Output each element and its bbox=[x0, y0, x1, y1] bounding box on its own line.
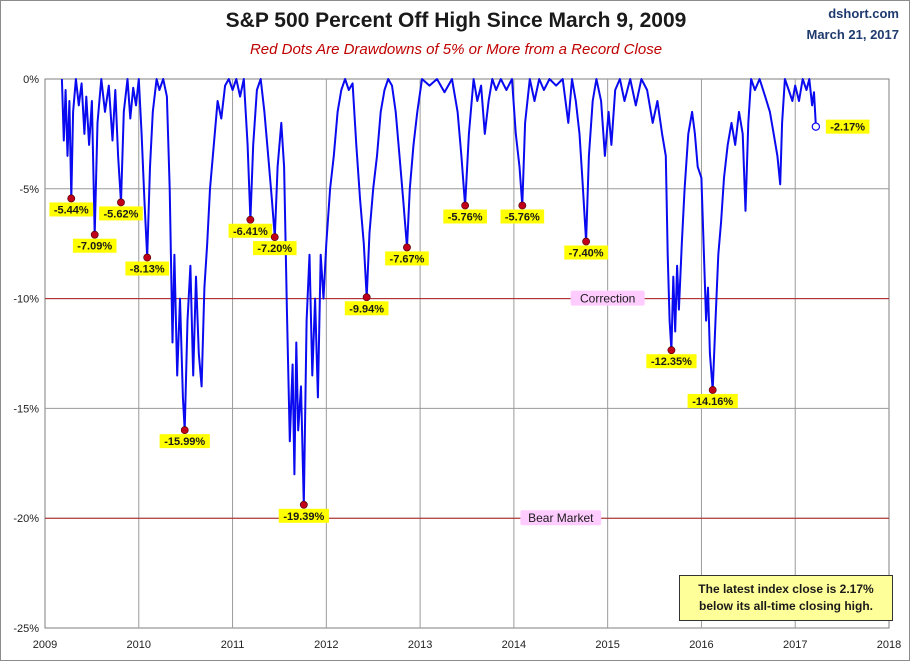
drawdown-label-bg bbox=[443, 209, 487, 224]
drawdown-label-bg bbox=[125, 261, 170, 276]
drawdown-dot bbox=[270, 233, 279, 242]
drawdown-label: -5.44% bbox=[54, 204, 89, 216]
drawdown-label: -15.99% bbox=[164, 436, 205, 448]
x-tick-label: 2013 bbox=[408, 639, 432, 651]
drawdown-label-bg bbox=[159, 434, 210, 449]
info-box-line-2: below its all-time closing high. bbox=[698, 599, 874, 613]
y-tick-label: -5% bbox=[19, 184, 39, 196]
drawdown-label: -5.76% bbox=[448, 211, 483, 223]
date-label: March 21, 2017 bbox=[806, 27, 899, 42]
drawdown-dot bbox=[582, 237, 590, 246]
drawdown-label-bg bbox=[252, 241, 297, 256]
drawdown-label: -5.62% bbox=[104, 208, 139, 220]
latest-close-label: -2.17% bbox=[830, 122, 865, 134]
y-tick-label: -25% bbox=[13, 623, 39, 635]
drawdown-label-bg bbox=[278, 508, 329, 523]
zone-label-bg bbox=[570, 290, 645, 306]
drawdown-label: -6.41% bbox=[233, 226, 268, 238]
drawdown-dot bbox=[403, 243, 411, 252]
drawdown-label-bg bbox=[500, 209, 545, 224]
zone-label-bg bbox=[520, 510, 602, 526]
drawdown-label: -5.76% bbox=[505, 211, 540, 223]
x-tick-label: 2017 bbox=[783, 639, 807, 651]
x-tick-label: 2009 bbox=[33, 639, 57, 651]
info-box-line-1: The latest index close is 2.17% bbox=[698, 582, 874, 596]
drawdown-dot bbox=[90, 230, 99, 239]
x-tick-label: 2016 bbox=[689, 639, 713, 651]
drawdown-label: -7.20% bbox=[257, 243, 292, 255]
drawdown-dot bbox=[299, 500, 308, 509]
x-tick-label: 2015 bbox=[595, 639, 619, 651]
drawdown-label-bg bbox=[344, 301, 389, 316]
drawdown-dot bbox=[518, 201, 527, 210]
x-tick-label: 2018 bbox=[877, 639, 901, 651]
drawdown-dot bbox=[180, 426, 189, 435]
drawdown-label: -9.94% bbox=[349, 303, 384, 315]
y-tick-label: -10% bbox=[13, 294, 39, 306]
y-tick-label: -15% bbox=[13, 403, 39, 415]
drawdown-label-bg bbox=[228, 223, 273, 238]
drawdown-label-bg bbox=[385, 251, 429, 266]
x-tick-label: 2011 bbox=[221, 639, 245, 651]
drawdown-label: -12.35% bbox=[651, 356, 692, 368]
series-line bbox=[60, 78, 817, 506]
drawdown-dot bbox=[117, 198, 125, 207]
chart-subtitle: Red Dots Are Drawdowns of 5% or More fro… bbox=[249, 41, 663, 58]
zone-label: Correction bbox=[580, 292, 635, 306]
drawdown-dot bbox=[708, 386, 717, 394]
drawdown-label-bg bbox=[564, 245, 608, 260]
drawdown-dot bbox=[362, 293, 371, 302]
y-tick-label: -20% bbox=[13, 513, 39, 525]
source-label: dshort.com bbox=[828, 6, 899, 21]
drawdown-label-bg bbox=[646, 354, 697, 369]
drawdown-dot bbox=[667, 346, 676, 355]
x-tick-label: 2012 bbox=[314, 639, 338, 651]
drawdown-dot bbox=[246, 215, 255, 224]
drawdown-label-bg bbox=[687, 393, 738, 408]
drawdown-label: -19.39% bbox=[283, 511, 324, 523]
drawdown-dot bbox=[461, 201, 470, 210]
chart-title: S&P 500 Percent Off High Since March 9, … bbox=[225, 9, 687, 32]
drawdown-label: -7.09% bbox=[77, 241, 112, 253]
drawdown-label: -7.40% bbox=[569, 248, 604, 260]
drawdown-label-bg bbox=[49, 202, 94, 217]
latest-label-bg bbox=[825, 119, 870, 134]
drawdown-dot bbox=[143, 253, 152, 262]
drawdown-label-bg bbox=[72, 238, 117, 253]
x-tick-label: 2014 bbox=[502, 639, 526, 651]
y-tick-label: 0% bbox=[23, 74, 39, 86]
zone-label: Bear Market bbox=[528, 511, 594, 525]
drawdown-label-bg bbox=[99, 206, 143, 221]
info-box: The latest index close is 2.17% below it… bbox=[679, 575, 893, 621]
drawdown-dot bbox=[67, 194, 76, 203]
drawdown-label: -7.67% bbox=[390, 253, 425, 265]
x-tick-label: 2010 bbox=[127, 639, 151, 651]
drawdown-label: -8.13% bbox=[130, 264, 165, 276]
latest-close-marker bbox=[811, 122, 821, 131]
drawdown-label: -14.16% bbox=[692, 396, 733, 408]
